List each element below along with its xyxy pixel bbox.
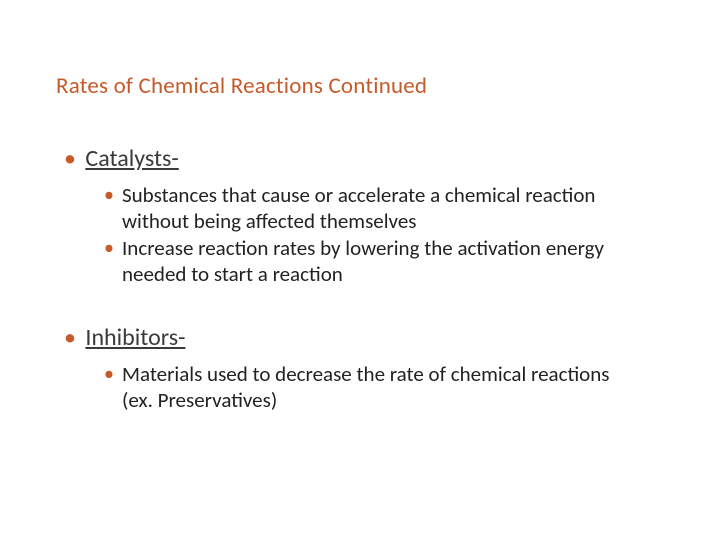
topic-label: Catalysts- — [85, 144, 178, 173]
section-inhibitors: • Inhibitors- Materials used to decrease… — [56, 323, 664, 413]
sub-list: Materials used to decrease the rate of c… — [104, 362, 624, 413]
topic-heading: • Inhibitors- — [64, 323, 664, 352]
list-item: Materials used to decrease the rate of c… — [104, 362, 624, 413]
list-item: Substances that cause or accelerate a ch… — [104, 183, 624, 234]
sub-list: Substances that cause or accelerate a ch… — [104, 183, 624, 287]
bullet-icon: • — [64, 144, 76, 173]
list-item: Increase reaction rates by lowering the … — [104, 236, 624, 287]
topic-label: Inhibitors- — [85, 323, 185, 352]
section-catalysts: • Catalysts- Substances that cause or ac… — [56, 144, 664, 287]
topic-heading: • Catalysts- — [64, 144, 664, 173]
slide: Rates of Chemical Reactions Continued • … — [0, 0, 720, 540]
bullet-icon: • — [64, 323, 76, 352]
slide-title: Rates of Chemical Reactions Continued — [56, 72, 664, 100]
